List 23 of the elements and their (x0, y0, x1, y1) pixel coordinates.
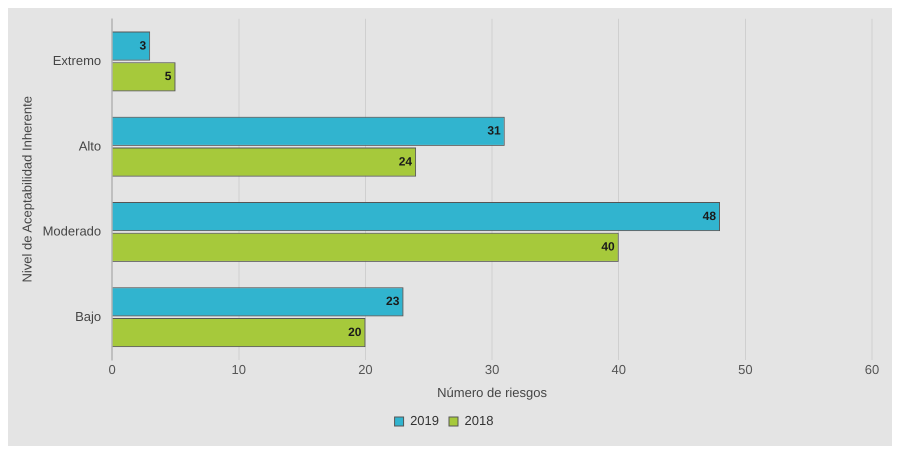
y-tick-label: Alto (78, 138, 102, 154)
y-axis-title: Nivel de Aceptabilidad Inherente (19, 96, 34, 283)
x-tick-label: 10 (232, 362, 246, 378)
x-tick-label: 50 (738, 362, 753, 378)
x-tick-label: 30 (484, 362, 500, 378)
data-label: 31 (487, 124, 502, 138)
x-tick-label: 60 (864, 362, 880, 378)
data-label: 20 (348, 324, 362, 339)
x-tick-label: 0 (108, 362, 116, 378)
y-tick-label: Moderado (42, 224, 102, 239)
data-label: 40 (601, 240, 616, 254)
x-axis-title: Número de riesgos (437, 384, 548, 400)
x-tick-label: 40 (611, 362, 626, 378)
data-label: 5 (164, 69, 172, 84)
y-tick-label: Extremo (52, 53, 102, 68)
data-label: 24 (398, 154, 412, 168)
data-label: 23 (386, 294, 400, 308)
data-label: 3 (139, 38, 146, 52)
data-label: 48 (702, 208, 716, 223)
y-tick-label: Bajo (75, 308, 102, 324)
x-tick-label: 20 (358, 362, 373, 378)
legend-label: 2018 (464, 413, 494, 428)
legend-label: 2019 (410, 413, 439, 428)
